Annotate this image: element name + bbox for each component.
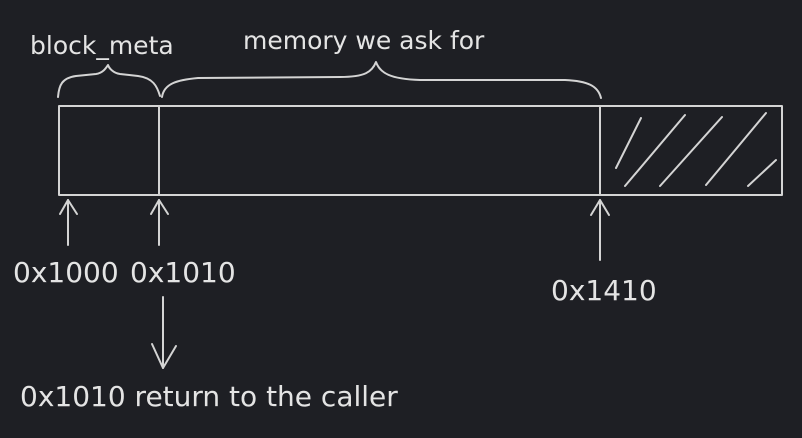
memory-request-label: memory we ask for: [243, 26, 485, 55]
block-meta-label: block_meta: [30, 31, 174, 60]
up-arrow-icon: [59, 199, 78, 246]
address-start-label: 0x1000: [13, 256, 119, 289]
up-arrow-icon: [590, 199, 610, 261]
memory-bar: [58, 105, 783, 196]
return-label: 0x1010 return to the caller: [20, 380, 398, 413]
hatch-pattern: [615, 112, 777, 187]
address-end-label: 0x1410: [551, 274, 657, 307]
down-arrow-icon: [151, 296, 177, 369]
address-user-label: 0x1010: [130, 256, 236, 289]
curly-brace-icon: [161, 61, 602, 99]
curly-brace-icon: [57, 64, 161, 98]
up-arrow-icon: [150, 199, 169, 246]
